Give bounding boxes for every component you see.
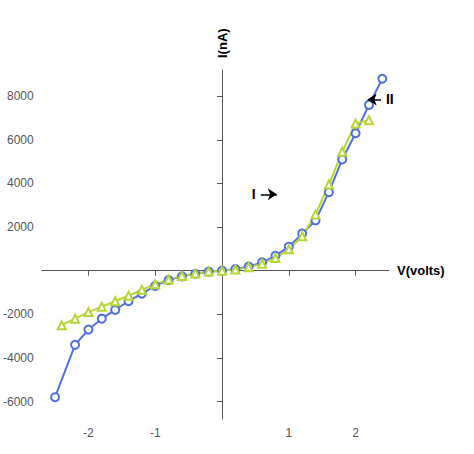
svg-text:I(nA): I(nA): [215, 28, 230, 58]
svg-text:6000: 6000: [7, 133, 34, 147]
svg-text:-6000: -6000: [3, 395, 34, 409]
svg-text:V(volts): V(volts): [397, 263, 445, 278]
svg-text:-4000: -4000: [3, 351, 34, 365]
svg-text:I: I: [252, 186, 256, 202]
svg-text:4000: 4000: [7, 176, 34, 190]
svg-text:2: 2: [352, 426, 359, 440]
svg-text:-2: -2: [83, 426, 94, 440]
svg-text:2000: 2000: [7, 220, 34, 234]
svg-text:-1: -1: [150, 426, 161, 440]
svg-text:II: II: [386, 91, 394, 107]
svg-text:8000: 8000: [7, 89, 34, 103]
svg-text:1: 1: [285, 426, 292, 440]
svg-text:-2000: -2000: [3, 307, 34, 321]
